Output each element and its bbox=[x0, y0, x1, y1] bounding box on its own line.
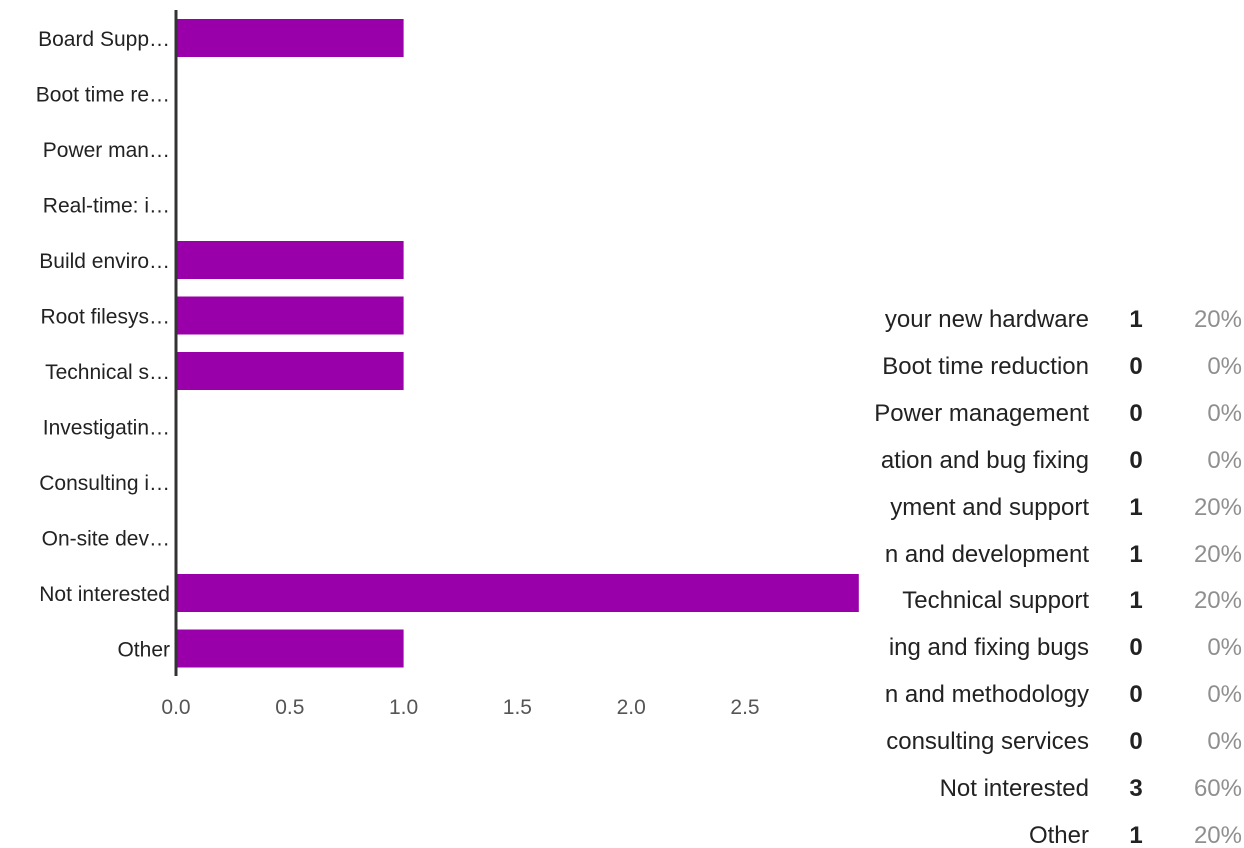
summary-percent: 0% bbox=[1207, 446, 1242, 474]
summary-percent: 0% bbox=[1207, 728, 1242, 756]
summary-count: 0 bbox=[1129, 399, 1143, 427]
summary-row: n and development 1 20% bbox=[858, 532, 1244, 578]
summary-percent: 0% bbox=[1207, 681, 1242, 709]
response-summary-table: your new hardware 1 20% Boot time reduction… bbox=[858, 298, 1244, 848]
summary-percent: 0% bbox=[1207, 399, 1242, 427]
summary-row: yment and support 1 20% bbox=[858, 485, 1244, 531]
summary-row: Technical support 1 20% bbox=[858, 578, 1244, 624]
summary-label: yment and support bbox=[890, 493, 1089, 521]
summary-count: 0 bbox=[1129, 728, 1143, 756]
summary-percent: 20% bbox=[1193, 306, 1242, 333]
x-tick-label: 2.5 bbox=[730, 696, 759, 719]
category-label: Other bbox=[117, 639, 170, 662]
category-label: Consulting i… bbox=[39, 472, 170, 495]
category-label: On-site dev… bbox=[42, 528, 170, 551]
summary-label: n and methodology bbox=[884, 681, 1089, 709]
category-label: Not interested bbox=[39, 583, 170, 606]
summary-count: 3 bbox=[1129, 775, 1143, 802]
summary-row: ation and bug fixing 0 0% bbox=[858, 438, 1244, 484]
x-tick-label: 1.5 bbox=[503, 696, 532, 719]
x-tick-label: 2.0 bbox=[617, 696, 646, 719]
summary-row: ing and fixing bugs 0 0% bbox=[858, 625, 1244, 671]
category-label: Power man… bbox=[43, 139, 170, 162]
summary-row: Power management 0 0% bbox=[858, 391, 1244, 437]
category-label: Build enviro… bbox=[39, 250, 170, 273]
summary-count: 0 bbox=[1129, 446, 1143, 474]
summary-row: Other 1 20% bbox=[858, 813, 1244, 848]
category-label: Root filesys… bbox=[40, 306, 170, 329]
summary-percent: 20% bbox=[1193, 540, 1242, 568]
bar bbox=[176, 241, 404, 279]
summary-row: n and methodology 0 0% bbox=[858, 672, 1244, 718]
summary-percent: 20% bbox=[1193, 821, 1242, 848]
x-tick-label: 0.0 bbox=[161, 696, 190, 719]
summary-label: Technical support bbox=[902, 587, 1089, 615]
summary-label: Boot time reduction bbox=[882, 352, 1089, 380]
category-label: Boot time re… bbox=[36, 84, 170, 107]
summary-count: 1 bbox=[1129, 821, 1143, 848]
bar bbox=[176, 574, 859, 612]
summary-count: 1 bbox=[1129, 540, 1143, 568]
summary-count: 1 bbox=[1129, 493, 1143, 521]
summary-percent: 0% bbox=[1207, 352, 1242, 380]
summary-label: ing and fixing bugs bbox=[888, 634, 1089, 662]
x-tick-label: 0.5 bbox=[275, 696, 304, 719]
summary-percent: 0% bbox=[1207, 634, 1242, 662]
summary-label: n and development bbox=[884, 540, 1089, 568]
category-label: Board Supp… bbox=[38, 28, 170, 51]
summary-row: consulting services 0 0% bbox=[858, 719, 1244, 765]
summary-label: Not interested bbox=[939, 775, 1089, 802]
summary-label: Power management bbox=[874, 399, 1089, 427]
summary-row: Not interested 3 60% bbox=[858, 766, 1244, 812]
category-label: Real-time: i… bbox=[43, 195, 170, 218]
category-label: Technical s… bbox=[45, 361, 170, 384]
x-tick-label: 1.0 bbox=[389, 696, 418, 719]
summary-percent: 60% bbox=[1193, 775, 1242, 802]
summary-row: Boot time reduction 0 0% bbox=[858, 344, 1244, 390]
summary-count: 0 bbox=[1129, 681, 1143, 709]
summary-count: 1 bbox=[1129, 306, 1143, 333]
summary-label: ation and bug fixing bbox=[880, 446, 1089, 474]
summary-count: 1 bbox=[1129, 587, 1143, 615]
bar bbox=[176, 296, 404, 335]
bar bbox=[176, 352, 404, 390]
summary-label: Other bbox=[1028, 821, 1089, 848]
summary-label: consulting services bbox=[886, 728, 1089, 756]
summary-percent: 20% bbox=[1193, 493, 1242, 521]
bar bbox=[176, 19, 404, 57]
summary-row: your new hardware 1 20% bbox=[858, 298, 1244, 343]
summary-label: your new hardware bbox=[884, 306, 1089, 333]
summary-count: 0 bbox=[1129, 634, 1143, 662]
bar bbox=[176, 629, 404, 668]
category-label: Investigatin… bbox=[43, 417, 170, 440]
summary-percent: 20% bbox=[1193, 587, 1242, 615]
summary-count: 0 bbox=[1129, 352, 1143, 380]
